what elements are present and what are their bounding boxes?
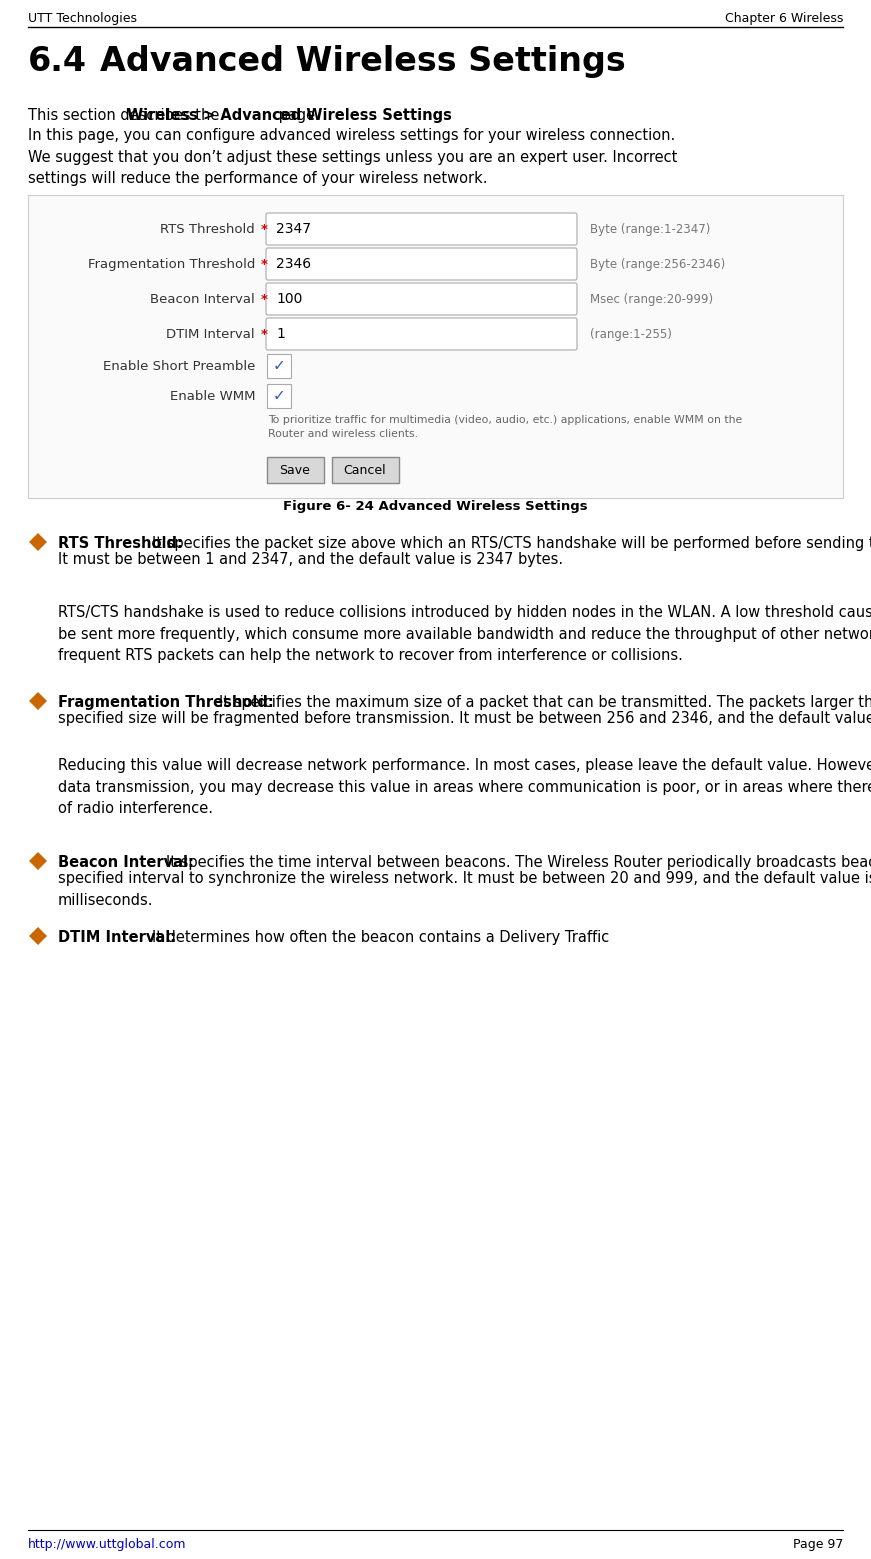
Text: To prioritize traffic for multimedia (video, audio, etc.) applications, enable W: To prioritize traffic for multimedia (vi… xyxy=(268,415,742,426)
Text: *: * xyxy=(261,223,268,235)
Text: Advanced Wireless Settings: Advanced Wireless Settings xyxy=(100,45,625,78)
Text: Figure 6- 24 Advanced Wireless Settings: Figure 6- 24 Advanced Wireless Settings xyxy=(283,500,587,513)
Text: Fragmentation Threshold: Fragmentation Threshold xyxy=(88,257,255,271)
Text: Beacon Interval:: Beacon Interval: xyxy=(58,854,194,870)
Text: Byte (range:256-2346): Byte (range:256-2346) xyxy=(590,257,726,271)
Text: page.: page. xyxy=(273,108,320,123)
FancyBboxPatch shape xyxy=(267,457,324,483)
Text: *: * xyxy=(261,327,268,340)
Text: It specifies the time interval between beacons. The Wireless Router periodically: It specifies the time interval between b… xyxy=(165,854,871,870)
Text: DTIM Interval: DTIM Interval xyxy=(166,327,255,340)
Text: http://www.uttglobal.com: http://www.uttglobal.com xyxy=(28,1539,186,1551)
Text: Chapter 6 Wireless: Chapter 6 Wireless xyxy=(725,12,843,25)
Text: *: * xyxy=(261,293,268,306)
Text: UTT Technologies: UTT Technologies xyxy=(28,12,137,25)
Text: 2347: 2347 xyxy=(276,221,311,235)
Text: ✓: ✓ xyxy=(273,359,286,374)
Text: This section describes the: This section describes the xyxy=(28,108,224,123)
FancyBboxPatch shape xyxy=(266,214,577,245)
Text: 100: 100 xyxy=(276,292,302,306)
FancyBboxPatch shape xyxy=(267,384,291,408)
Text: Save: Save xyxy=(280,463,310,477)
Text: Page 97: Page 97 xyxy=(793,1539,843,1551)
Text: 6.4: 6.4 xyxy=(28,45,87,78)
Text: 1: 1 xyxy=(276,327,285,341)
Text: Router and wireless clients.: Router and wireless clients. xyxy=(268,429,418,440)
Text: Cancel: Cancel xyxy=(344,463,387,477)
Text: 2346: 2346 xyxy=(276,257,311,271)
Text: In this page, you can configure advanced wireless settings for your wireless con: In this page, you can configure advanced… xyxy=(28,128,678,186)
Text: Beacon Interval: Beacon Interval xyxy=(151,293,255,306)
FancyBboxPatch shape xyxy=(266,318,577,351)
Text: It specifies the packet size above which an RTS/CTS handshake will be performed : It specifies the packet size above which… xyxy=(152,536,871,550)
Text: *: * xyxy=(261,257,268,271)
Text: Reducing this value will decrease network performance. In most cases, please lea: Reducing this value will decrease networ… xyxy=(58,758,871,817)
Text: Enable WMM: Enable WMM xyxy=(170,390,255,402)
Text: ✓: ✓ xyxy=(273,388,286,404)
Text: DTIM Interval:: DTIM Interval: xyxy=(58,931,176,945)
Text: Msec (range:20-999): Msec (range:20-999) xyxy=(590,293,713,306)
FancyBboxPatch shape xyxy=(266,248,577,281)
Text: Fragmentation Threshold:: Fragmentation Threshold: xyxy=(58,695,273,709)
Text: RTS Threshold: RTS Threshold xyxy=(160,223,255,235)
Text: RTS/CTS handshake is used to reduce collisions introduced by hidden nodes in the: RTS/CTS handshake is used to reduce coll… xyxy=(58,605,871,663)
Text: It must be between 1 and 2347, and the default value is 2347 bytes.: It must be between 1 and 2347, and the d… xyxy=(58,552,564,567)
Text: RTS Threshold:: RTS Threshold: xyxy=(58,536,183,550)
Text: (range:1-255): (range:1-255) xyxy=(590,327,672,340)
FancyBboxPatch shape xyxy=(28,195,843,497)
FancyBboxPatch shape xyxy=(332,457,399,483)
FancyBboxPatch shape xyxy=(266,284,577,315)
Text: It speicifies the maximum size of a packet that can be transmitted. The packets : It speicifies the maximum size of a pack… xyxy=(219,695,871,709)
Text: Byte (range:1-2347): Byte (range:1-2347) xyxy=(590,223,711,235)
Text: specified interval to synchronize the wireless network. It must be between 20 an: specified interval to synchronize the wi… xyxy=(58,871,871,907)
Text: It determines how often the beacon contains a Delivery Traffic: It determines how often the beacon conta… xyxy=(152,931,610,945)
Text: Enable Short Preamble: Enable Short Preamble xyxy=(103,360,255,373)
FancyBboxPatch shape xyxy=(267,354,291,377)
Text: specified size will be fragmented before transmission. It must be between 256 an: specified size will be fragmented before… xyxy=(58,711,871,726)
Text: Wireless > Advanced Wireless Settings: Wireless > Advanced Wireless Settings xyxy=(127,108,452,123)
